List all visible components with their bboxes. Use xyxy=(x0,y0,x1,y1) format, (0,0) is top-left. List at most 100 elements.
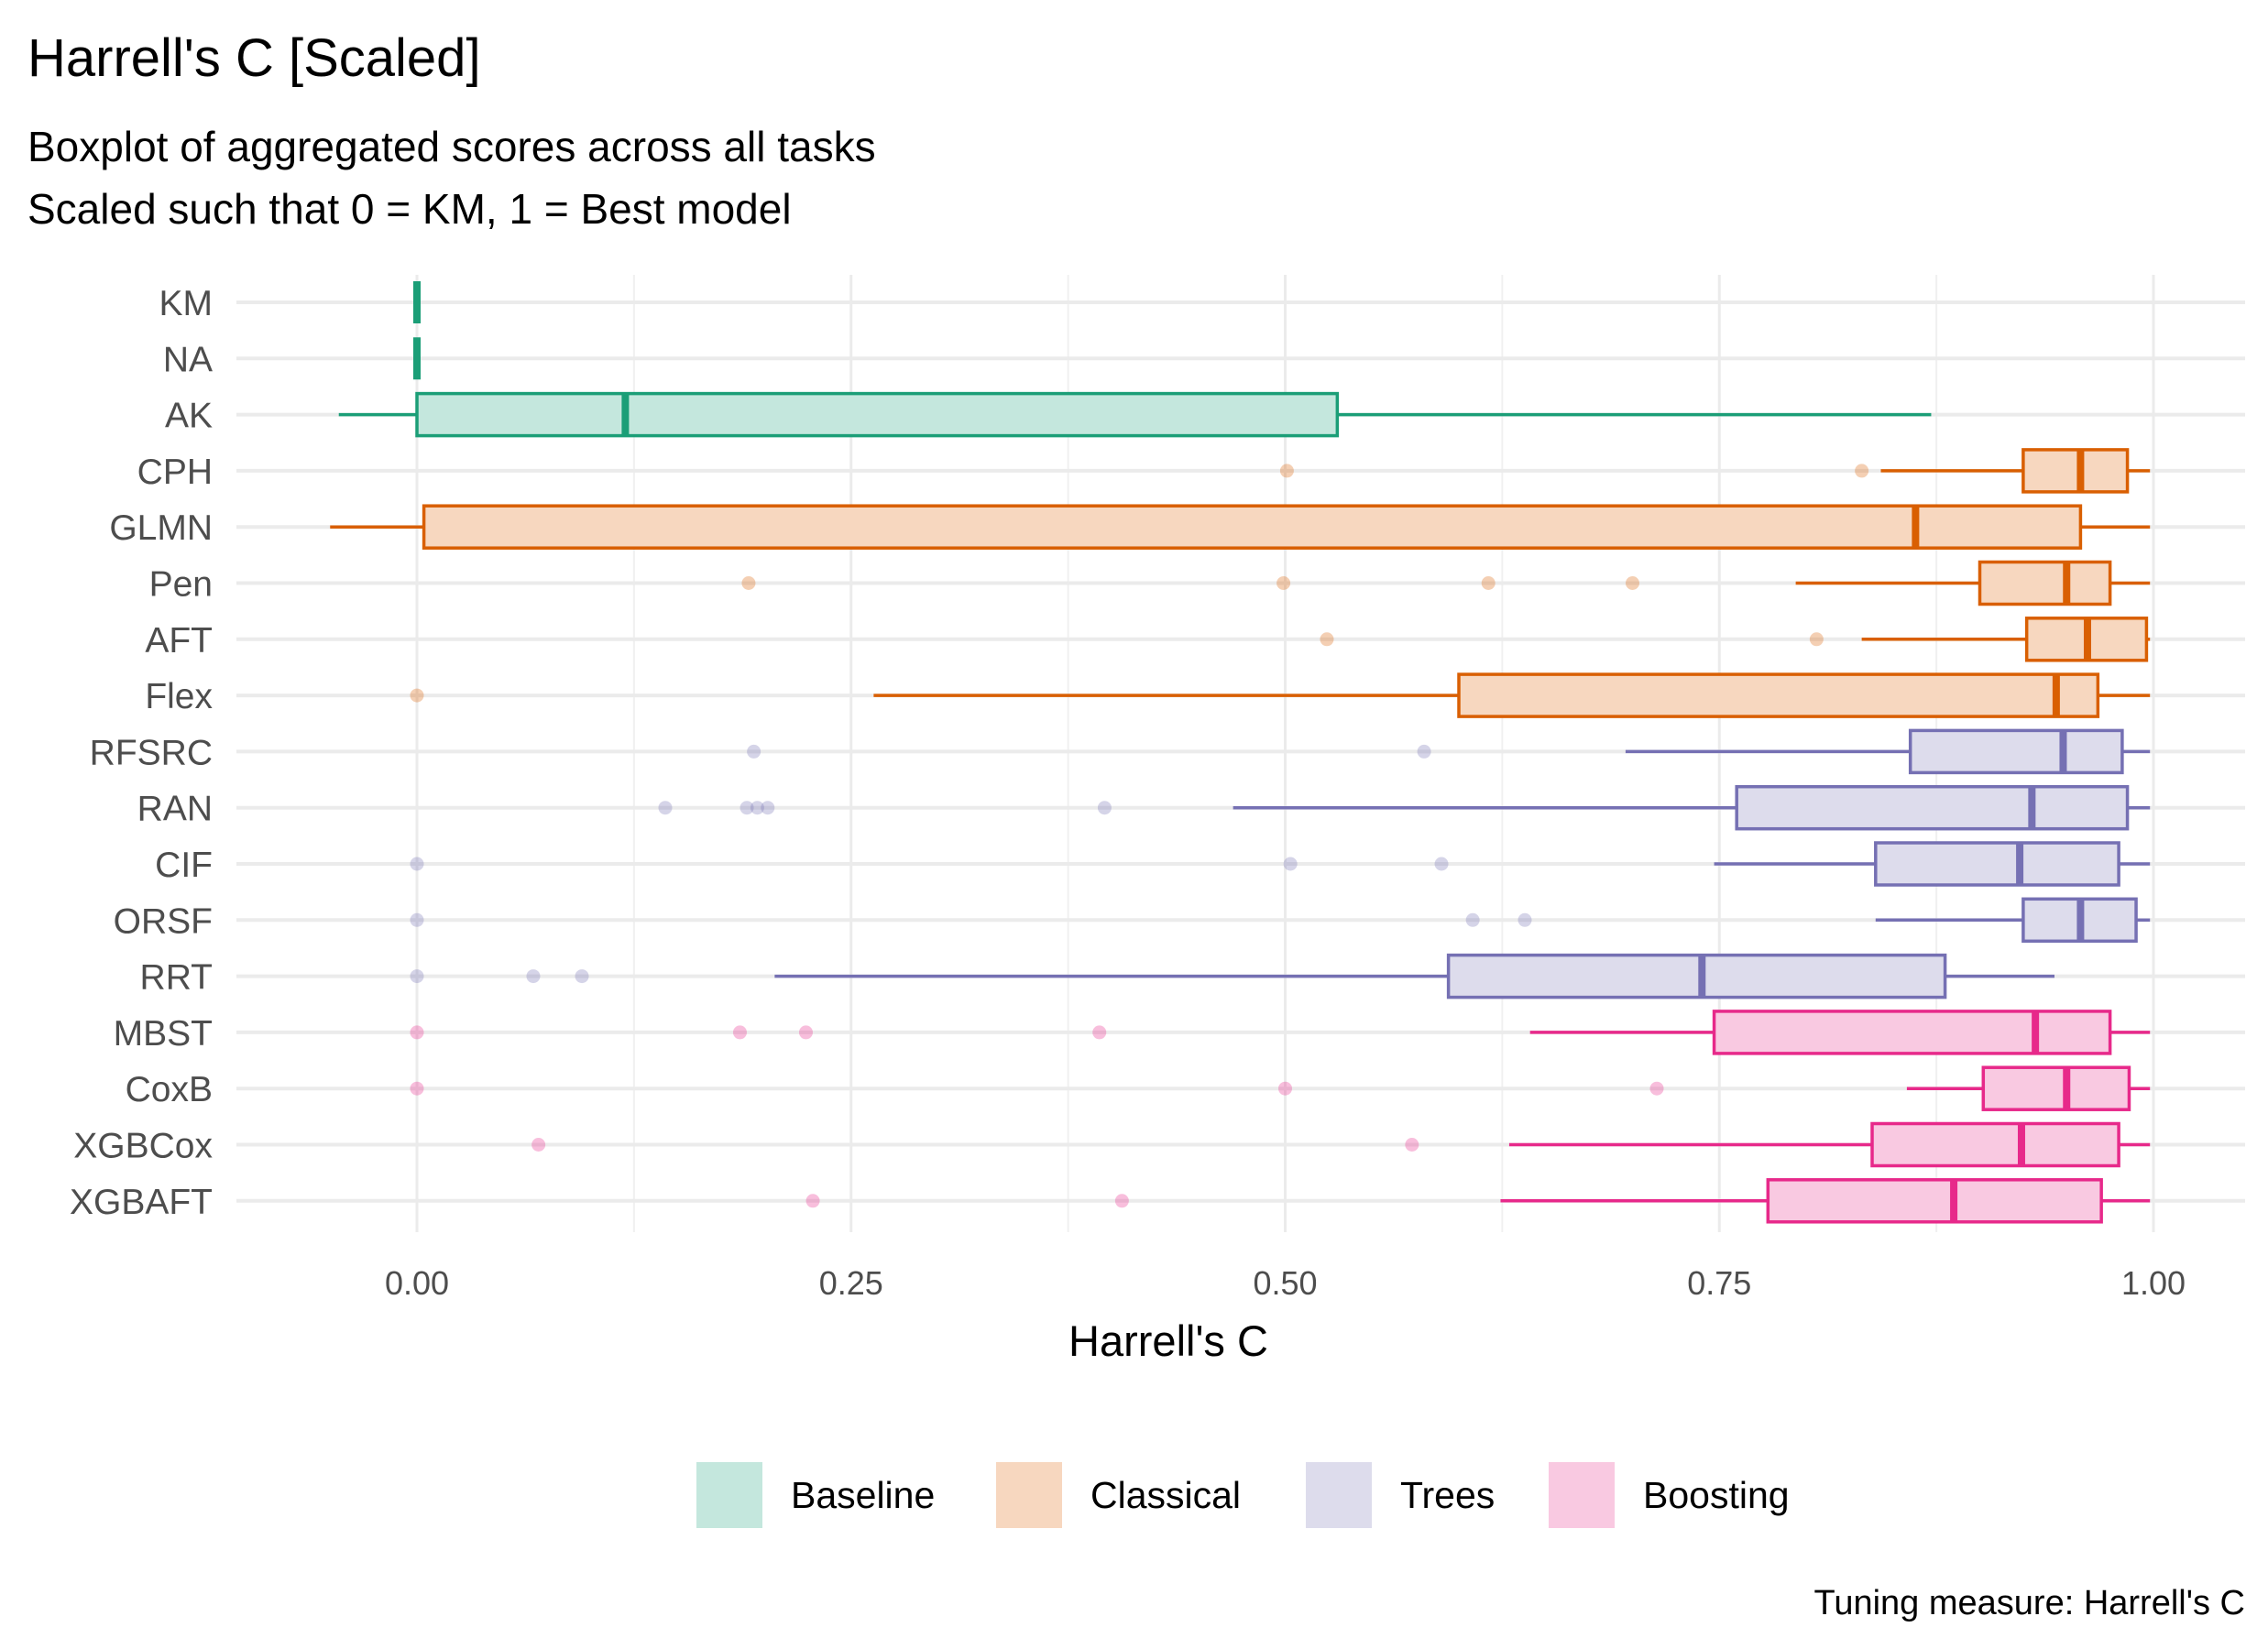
chart-subtitle-line-1: Boxplot of aggregated scores across all … xyxy=(27,123,876,170)
y-label-XGBCox: XGBCox xyxy=(73,1127,213,1166)
outlier-Pen-0 xyxy=(741,576,756,590)
legend-label-baseline: Baseline xyxy=(791,1474,935,1516)
boxplot-MBST xyxy=(1529,1010,2151,1055)
boxplot-ORSF xyxy=(1875,897,2151,944)
y-label-CIF: CIF xyxy=(155,846,213,885)
legend-swatch-boosting xyxy=(1549,1462,1615,1528)
legend-swatch-classical xyxy=(996,1462,1062,1528)
legend-item-boosting: Boosting xyxy=(1549,1462,1790,1528)
outlier-RFSRC-0 xyxy=(747,744,761,759)
outlier-MBST-3 xyxy=(1092,1025,1107,1040)
outlier-RRT-1 xyxy=(526,969,541,984)
y-label-KM: KM xyxy=(159,284,214,323)
outlier-CoxB-1 xyxy=(1278,1081,1292,1096)
outlier-Pen-2 xyxy=(1481,576,1496,590)
box-RAN xyxy=(1735,784,2130,831)
outlier-RFSRC-1 xyxy=(1417,744,1431,759)
outlier-RRT-0 xyxy=(410,969,424,984)
boxplot-XGBCox xyxy=(1508,1121,2151,1168)
outlier-RAN-1 xyxy=(740,801,754,815)
box-MBST xyxy=(1712,1010,2112,1055)
boxplot-AFT xyxy=(1861,617,2151,662)
y-label-Flex: Flex xyxy=(145,677,213,716)
box-CPH xyxy=(2021,448,2130,494)
legend: Baseline Classical Trees Boosting xyxy=(696,1462,1790,1528)
outlier-AFT-1 xyxy=(1809,632,1824,647)
outlier-XGBAFT-0 xyxy=(805,1194,820,1208)
x-axis-tick-labels: 0.00 0.25 0.50 0.75 1.00 xyxy=(385,1264,2186,1302)
outlier-MBST-1 xyxy=(732,1025,747,1040)
y-label-GLMN: GLMN xyxy=(109,508,213,548)
y-label-RFSRC: RFSRC xyxy=(90,733,213,772)
y-axis-labels: KM NA AK CPH GLMN Pen AFT Flex RFSRC RAN CIF ORSF RR… xyxy=(70,284,214,1222)
x-tick-label-3: 0.75 xyxy=(1687,1264,1751,1302)
outlier-XGBAFT-1 xyxy=(1114,1194,1129,1208)
y-label-RRT: RRT xyxy=(140,958,213,998)
y-label-CPH: CPH xyxy=(137,453,213,492)
legend-item-trees: Trees xyxy=(1306,1462,1495,1528)
outlier-CIF-2 xyxy=(1434,857,1449,871)
outlier-ORSF-1 xyxy=(1465,912,1480,927)
outlier-points xyxy=(410,464,1869,1208)
boxplots xyxy=(330,281,2151,1224)
x-tick-label-4: 1.00 xyxy=(2121,1264,2186,1302)
legend-label-boosting: Boosting xyxy=(1643,1474,1790,1516)
y-label-AK: AK xyxy=(165,397,213,436)
y-label-RAN: RAN xyxy=(137,790,213,829)
legend-label-trees: Trees xyxy=(1400,1474,1495,1516)
boxplot-CPH xyxy=(1880,448,2151,494)
legend-item-classical: Classical xyxy=(996,1462,1241,1528)
outlier-CPH-1 xyxy=(1855,464,1869,478)
chart-title: Harrell's C [Scaled] xyxy=(27,28,481,88)
outlier-XGBCox-0 xyxy=(531,1138,546,1152)
outlier-RAN-3 xyxy=(761,801,775,815)
outlier-CoxB-0 xyxy=(410,1081,424,1096)
box-Pen xyxy=(1978,560,2112,606)
box-RFSRC xyxy=(1908,728,2124,775)
x-axis-title: Harrell's C xyxy=(1068,1316,1268,1365)
outlier-CIF-0 xyxy=(410,857,424,871)
outlier-RAN-0 xyxy=(658,801,673,815)
legend-swatch-baseline xyxy=(696,1462,762,1528)
legend-label-classical: Classical xyxy=(1090,1474,1241,1516)
legend-swatch-trees xyxy=(1306,1462,1372,1528)
y-label-ORSF: ORSF xyxy=(114,901,213,941)
box-XGBCox xyxy=(1870,1121,2120,1168)
outlier-AFT-0 xyxy=(1320,632,1334,647)
y-label-Pen: Pen xyxy=(149,565,213,605)
outlier-RAN-4 xyxy=(1097,801,1112,815)
boxplot-RRT xyxy=(774,953,2054,999)
boxplot-Pen xyxy=(1795,560,2151,606)
boxplot-CoxB xyxy=(1906,1065,2151,1111)
boxplot-AK xyxy=(338,391,1932,438)
box-GLMN xyxy=(422,504,2083,550)
box-CoxB xyxy=(1981,1065,2131,1111)
boxplot-RAN xyxy=(1233,784,2151,831)
outlier-CIF-1 xyxy=(1283,857,1298,871)
legend-item-baseline: Baseline xyxy=(696,1462,935,1528)
outlier-XGBCox-1 xyxy=(1405,1138,1419,1152)
y-label-NA: NA xyxy=(163,340,213,379)
box-CIF xyxy=(1874,841,2120,887)
x-tick-label-2: 0.50 xyxy=(1253,1264,1317,1302)
outlier-MBST-2 xyxy=(798,1025,813,1040)
outlier-Pen-1 xyxy=(1276,576,1291,590)
outlier-ORSF-2 xyxy=(1517,912,1532,927)
outlier-Pen-3 xyxy=(1626,576,1639,590)
y-label-CoxB: CoxB xyxy=(126,1070,213,1109)
outlier-RAN-2 xyxy=(750,801,764,815)
outlier-CoxB-2 xyxy=(1649,1081,1664,1096)
boxplot-CIF xyxy=(1714,841,2151,887)
outlier-Flex-0 xyxy=(410,688,424,703)
boxplot-XGBAFT xyxy=(1500,1178,2151,1224)
x-tick-label-0: 0.00 xyxy=(385,1264,449,1302)
box-Flex xyxy=(1457,672,2100,718)
box-RRT xyxy=(1446,953,1947,999)
box-XGBAFT xyxy=(1766,1178,2103,1224)
boxplot-Flex xyxy=(873,672,2151,718)
y-label-MBST: MBST xyxy=(114,1014,213,1054)
boxplot-RFSRC xyxy=(1625,728,2151,775)
y-label-AFT: AFT xyxy=(145,621,213,661)
chart-subtitle-line-2: Scaled such that 0 = KM, 1 = Best model xyxy=(27,185,792,233)
